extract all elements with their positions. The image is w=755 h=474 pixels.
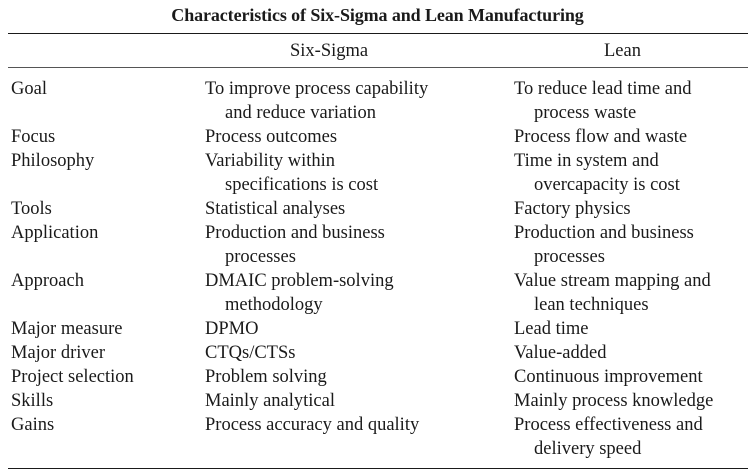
six-sigma-cell: DPMO bbox=[205, 317, 505, 341]
row-label: Philosophy bbox=[11, 151, 95, 171]
lean-cell-line: Process effectiveness and bbox=[514, 415, 703, 435]
six-sigma-cell-line: specifications is cost bbox=[225, 175, 379, 195]
table-title: Characteristics of Six-Sigma and Lean Ma… bbox=[171, 5, 584, 25]
lean-cell-line: To reduce lead time and bbox=[514, 79, 692, 99]
lean-cell-line: delivery speed bbox=[534, 439, 642, 459]
six-sigma-cell: Process outcomes bbox=[205, 125, 505, 149]
row-label: Gains bbox=[11, 415, 55, 435]
six-sigma-cell: CTQs/CTSs bbox=[205, 341, 505, 365]
lean-cell-line: processes bbox=[534, 247, 605, 267]
top-rule bbox=[8, 33, 748, 34]
six-sigma-cell-line: To improve process capability bbox=[205, 79, 429, 99]
row-label: Tools bbox=[11, 199, 52, 219]
six-sigma-cell-line: Statistical analyses bbox=[205, 199, 346, 219]
row-label: Goal bbox=[11, 79, 47, 99]
lean-cell-line: Mainly process knowledge bbox=[514, 391, 714, 411]
lean-cell: Factory physics bbox=[514, 197, 750, 221]
row-label: Project selection bbox=[11, 367, 134, 387]
row-label: Major measure bbox=[11, 319, 123, 339]
row-label: Major driver bbox=[11, 343, 106, 363]
six-sigma-cell-line: Mainly analytical bbox=[205, 391, 335, 411]
lean-cell-line: Value-added bbox=[514, 343, 607, 363]
table-row: Approach DMAIC problem-solving methodology… bbox=[0, 269, 755, 317]
lean-cell-line: Process flow and waste bbox=[514, 127, 688, 147]
six-sigma-cell: Variability within specifications is cost bbox=[205, 149, 505, 197]
table-row: Focus Process outcomes Process flow and wa… bbox=[0, 125, 755, 149]
lean-cell-line: lean techniques bbox=[534, 295, 649, 315]
six-sigma-cell-line: Variability within bbox=[205, 151, 335, 171]
six-sigma-cell-line: CTQs/CTSs bbox=[205, 343, 296, 363]
six-sigma-cell: DMAIC problem-solving methodology bbox=[205, 269, 505, 317]
lean-cell-line: Lead time bbox=[514, 319, 589, 339]
table-row: Tools Statistical analyses Factory physics bbox=[0, 197, 755, 221]
six-sigma-cell-line: methodology bbox=[225, 295, 323, 315]
lean-cell-line: Value stream mapping and bbox=[514, 271, 711, 291]
six-sigma-cell-line: DPMO bbox=[205, 319, 259, 339]
lean-cell-line: process waste bbox=[534, 103, 637, 123]
lean-cell: To reduce lead time and process waste bbox=[514, 77, 750, 125]
row-label: Application bbox=[11, 223, 99, 243]
six-sigma-cell-line: DMAIC problem-solving bbox=[205, 271, 394, 291]
six-sigma-cell: Process accuracy and quality bbox=[205, 413, 505, 437]
lean-cell: Lead time bbox=[514, 317, 750, 341]
six-sigma-cell: Problem solving bbox=[205, 365, 505, 389]
lean-cell: Value-added bbox=[514, 341, 750, 365]
lean-cell-line: Continuous improvement bbox=[514, 367, 703, 387]
six-sigma-cell-line: Process accuracy and quality bbox=[205, 415, 420, 435]
bottom-rule bbox=[8, 468, 748, 469]
table-row: Application Production and business proces… bbox=[0, 221, 755, 269]
column-header-six-sigma: Six-Sigma bbox=[290, 41, 369, 61]
six-sigma-cell: To improve process capability and reduce … bbox=[205, 77, 505, 125]
table-row: Skills Mainly analytical Mainly process kn… bbox=[0, 389, 755, 413]
six-sigma-cell-line: processes bbox=[225, 247, 296, 267]
row-label: Approach bbox=[11, 271, 84, 291]
table-row: Major driver CTQs/CTSs Value-added bbox=[0, 341, 755, 365]
lean-cell-line: overcapacity is cost bbox=[534, 175, 680, 195]
six-sigma-cell-line: Problem solving bbox=[205, 367, 327, 387]
lean-cell: Value stream mapping and lean techniques bbox=[514, 269, 750, 317]
table-row: Goal To improve process capability and red… bbox=[0, 77, 755, 125]
six-sigma-cell: Production and business processes bbox=[205, 221, 505, 269]
six-sigma-cell-line: and reduce variation bbox=[225, 103, 377, 123]
lean-cell-line: Time in system and bbox=[514, 151, 659, 171]
row-label: Focus bbox=[11, 127, 56, 147]
lean-cell: Process flow and waste bbox=[514, 125, 750, 149]
six-sigma-cell: Statistical analyses bbox=[205, 197, 505, 221]
lean-cell-line: Production and business bbox=[514, 223, 694, 243]
lean-cell-line: Factory physics bbox=[514, 199, 631, 219]
table-row: Philosophy Variability within specificatio… bbox=[0, 149, 755, 197]
header-rule bbox=[8, 67, 748, 68]
table-row: Gains Process accuracy and quality Process… bbox=[0, 413, 755, 461]
column-header-lean: Lean bbox=[604, 41, 641, 61]
lean-cell: Mainly process knowledge bbox=[514, 389, 750, 413]
six-sigma-cell: Mainly analytical bbox=[205, 389, 505, 413]
row-label: Skills bbox=[11, 391, 54, 411]
lean-cell: Process effectiveness and delivery speed bbox=[514, 413, 750, 461]
table-row: Major measure DPMO Lead time bbox=[0, 317, 755, 341]
table-body: Goal To improve process capability and red… bbox=[0, 77, 755, 461]
lean-cell: Continuous improvement bbox=[514, 365, 750, 389]
lean-cell: Time in system and overcapacity is cost bbox=[514, 149, 750, 197]
six-sigma-cell-line: Process outcomes bbox=[205, 127, 338, 147]
lean-cell: Production and business processes bbox=[514, 221, 750, 269]
table-row: Project selection Problem solving Continuo… bbox=[0, 365, 755, 389]
six-sigma-cell-line: Production and business bbox=[205, 223, 385, 243]
